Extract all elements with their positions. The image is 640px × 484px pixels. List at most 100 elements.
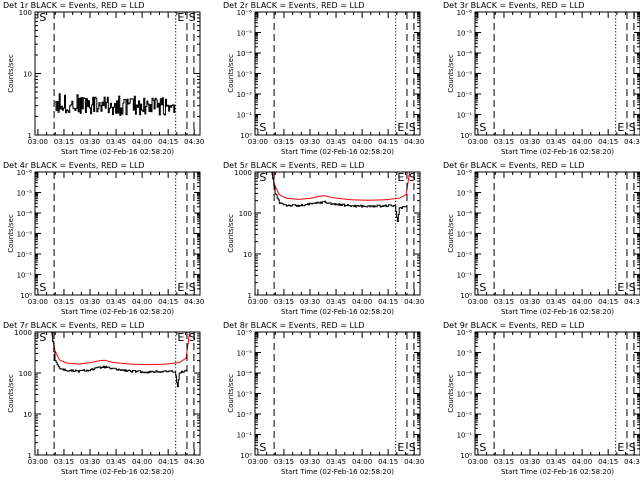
phase-marker-label: E: [617, 281, 624, 294]
x-tick-label: 03:30: [80, 138, 100, 146]
x-axis-label: Start Time (02-Feb-16 02:58:20): [281, 468, 394, 476]
y-tick-label: 10⁻⁵: [457, 30, 473, 38]
x-tick-label: 03:00: [248, 298, 268, 306]
x-tick-label: 04:15: [378, 298, 398, 306]
x-tick-label: 03:15: [274, 458, 294, 466]
x-tick-label: 03:00: [468, 298, 488, 306]
x-tick-label: 03:45: [546, 458, 566, 466]
x-tick-label: 04:30: [624, 138, 640, 146]
y-tick-label: 10⁻⁶: [237, 329, 253, 337]
x-tick-label: 04:15: [598, 298, 618, 306]
y-tick-label: 10⁻⁶: [457, 9, 473, 17]
y-tick-label: 10⁻⁴: [457, 50, 473, 58]
series-group: [51, 332, 191, 388]
y-axis-label: Counts/sec: [447, 54, 455, 93]
y-axis-label: Counts/sec: [7, 54, 15, 93]
x-tick-label: 04:00: [132, 458, 152, 466]
x-tick-label: 04:15: [158, 138, 178, 146]
x-axis-label: Start Time (02-Feb-16 02:58:20): [501, 308, 614, 316]
x-tick-label: 03:15: [274, 298, 294, 306]
y-tick-label: 10: [243, 251, 252, 259]
x-tick-label: 03:45: [326, 458, 346, 466]
lld-series-line: [51, 332, 191, 366]
phase-marker-label: S: [39, 331, 46, 344]
x-axis-label: Start Time (02-Feb-16 02:58:20): [61, 468, 174, 476]
x-tick-label: 03:00: [28, 298, 48, 306]
y-tick-label: 10⁻¹: [457, 272, 473, 280]
x-tick-label: 04:15: [598, 458, 618, 466]
x-tick-label: 03:15: [494, 298, 514, 306]
y-tick-label: 10⁻⁴: [17, 210, 33, 218]
phase-marker-label: E: [397, 171, 404, 184]
y-axis-label: Counts/sec: [447, 214, 455, 253]
chart-title: Det 8r BLACK = Events, RED = LLD: [223, 321, 365, 330]
y-tick-label: 10⁻²: [237, 91, 253, 99]
phase-marker-label: S: [189, 11, 196, 24]
y-tick-label: 10⁻⁴: [457, 370, 473, 378]
x-axis-label: Start Time (02-Feb-16 02:58:20): [61, 148, 174, 156]
x-tick-label: 03:15: [274, 138, 294, 146]
x-tick-label: 04:30: [184, 298, 204, 306]
x-tick-label: 03:15: [494, 458, 514, 466]
y-tick-label: 10⁻²: [457, 251, 473, 259]
chart-title: Det 4r BLACK = Events, RED = LLD: [3, 161, 145, 170]
y-tick-label: 10⁰: [460, 452, 472, 460]
y-axis-label: Counts/sec: [447, 374, 455, 413]
x-tick-label: 03:15: [54, 138, 74, 146]
phase-marker-label: S: [479, 121, 486, 134]
y-tick-label: 10⁰: [240, 132, 252, 140]
y-tick-label: 10⁻²: [457, 411, 473, 419]
x-tick-label: 03:30: [300, 458, 320, 466]
x-tick-label: 03:00: [248, 138, 268, 146]
x-tick-label: 04:00: [352, 458, 372, 466]
x-tick-label: 03:45: [326, 298, 346, 306]
x-tick-label: 03:00: [248, 458, 268, 466]
x-tick-label: 03:30: [300, 138, 320, 146]
y-tick-label: 10⁻⁶: [17, 169, 33, 177]
x-tick-label: 03:45: [106, 138, 126, 146]
y-tick-label: 10⁻¹: [457, 112, 473, 120]
x-axis-label: Start Time (02-Feb-16 02:58:20): [281, 308, 394, 316]
x-tick-label: 04:00: [572, 298, 592, 306]
phase-marker-label: E: [177, 11, 184, 24]
x-tick-label: 03:15: [494, 138, 514, 146]
x-tick-label: 04:15: [378, 138, 398, 146]
chart-title: Det 2r BLACK = Events, RED = LLD: [223, 1, 365, 10]
y-tick-label: 10⁻³: [457, 71, 473, 79]
phase-marker-label: S: [39, 11, 46, 24]
x-tick-label: 03:00: [28, 458, 48, 466]
y-tick-label: 10⁻³: [457, 231, 473, 239]
y-tick-label: 1: [248, 292, 252, 300]
y-tick-label: 10⁰: [20, 292, 32, 300]
y-tick-label: 10⁻⁴: [237, 50, 253, 58]
y-tick-label: 10⁻⁵: [237, 350, 253, 358]
phase-marker-label: E: [617, 441, 624, 454]
y-tick-label: 10⁻⁴: [237, 370, 253, 378]
y-tick-label: 1000: [234, 169, 252, 177]
y-tick-label: 10: [23, 71, 32, 79]
plot-frame: [34, 331, 201, 456]
y-tick-label: 10⁻²: [457, 91, 473, 99]
phase-marker-label: S: [189, 331, 196, 344]
events-series-line: [51, 332, 187, 388]
x-tick-label: 04:15: [378, 458, 398, 466]
x-tick-label: 04:00: [572, 138, 592, 146]
y-tick-label: 10⁻⁶: [457, 169, 473, 177]
y-tick-label: 10⁻²: [17, 251, 33, 259]
chart-title: Det 1r BLACK = Events, RED = LLD: [3, 1, 145, 10]
phase-marker-label: S: [259, 171, 266, 184]
y-tick-label: 10⁻⁵: [457, 190, 473, 198]
y-tick-label: 10⁻⁵: [457, 350, 473, 358]
phase-marker-label: S: [259, 441, 266, 454]
chart-title: Det 6r BLACK = Events, RED = LLD: [443, 161, 585, 170]
x-tick-label: 04:30: [404, 138, 424, 146]
chart-title: Det 7r BLACK = Events, RED = LLD: [3, 321, 145, 330]
y-tick-label: 10⁻³: [237, 391, 253, 399]
x-tick-label: 04:30: [184, 138, 204, 146]
y-tick-label: 1: [28, 452, 32, 460]
y-tick-label: 100: [19, 370, 32, 378]
